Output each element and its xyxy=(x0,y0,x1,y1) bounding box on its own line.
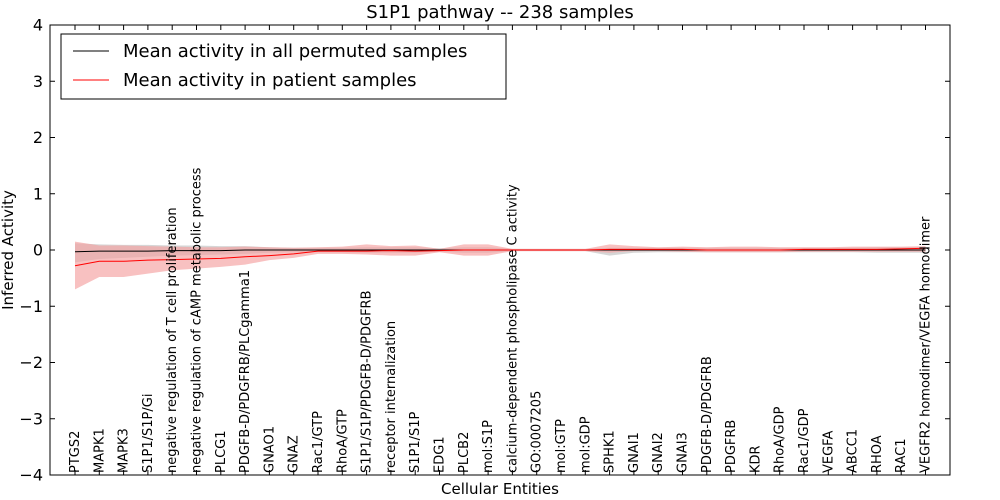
xtick-label: PDGFB-D/PDGFRB/PLCgamma1 xyxy=(238,270,253,473)
ytick-label: 1 xyxy=(33,184,43,203)
xtick-label: RhoA/GTP xyxy=(335,409,350,473)
xtick-label: calcium-dependent phospholipase C activi… xyxy=(505,184,520,473)
ytick-label: 3 xyxy=(33,72,43,91)
xtick-label: EDG1 xyxy=(433,436,448,473)
legend-box xyxy=(60,33,507,100)
confidence-bands xyxy=(75,241,926,290)
xtick-label: SPHK1 xyxy=(603,430,618,473)
line-patient xyxy=(74,247,926,267)
xtick-label: receptor internalization xyxy=(384,321,399,473)
xtick-label: VEGFA xyxy=(821,431,836,473)
xtick-label: Rac1/GDP xyxy=(797,408,812,473)
legend-label-patient: Mean activity in patient samples xyxy=(123,70,417,91)
xtick-label: PTGS2 xyxy=(68,431,83,473)
x-axis-ticks: PTGS2 MAPK1 MAPK3 S1P1/S1P/Gi negative regul… xyxy=(68,25,934,475)
xtick-label: Rac1/GTP xyxy=(311,411,326,473)
xtick-label: PLCG1 xyxy=(214,430,229,473)
legend-label-permuted: Mean activity in all permuted samples xyxy=(123,41,467,62)
xtick-label: GNAO1 xyxy=(262,426,277,473)
xtick-label: PLCB2 xyxy=(457,432,472,473)
xtick-label: mol:S1P xyxy=(481,420,496,473)
xtick-label: MAPK3 xyxy=(117,428,132,473)
chart-title: S1P1 pathway -- 238 samples xyxy=(366,2,634,23)
xtick-label: VEGFR2 homodimer/VEGFA homodimer xyxy=(919,216,934,473)
xtick-label: mol:GDP xyxy=(578,416,593,473)
ytick-label: −1 xyxy=(19,297,43,316)
xtick-label: ABCC1 xyxy=(846,429,861,473)
xtick-label: mol:GTP xyxy=(554,419,569,473)
ytick-label: 4 xyxy=(33,16,43,35)
ytick-label: 0 xyxy=(33,241,43,260)
legend: Mean activity in all permuted samples Me… xyxy=(60,33,507,100)
xtick-label: GNAZ xyxy=(287,435,302,473)
xtick-label: PDGFB-D/PDGFRB xyxy=(700,356,715,473)
xtick-label: S1P1/S1P/PDGFB-D/PDGFRB xyxy=(360,290,375,473)
y-axis-label: Inferred Activity xyxy=(0,190,17,310)
xtick-label: S1P1/S1P xyxy=(408,411,423,473)
xtick-label: GNAI2 xyxy=(651,432,666,473)
series-lines xyxy=(74,247,926,267)
xtick-label: negative regulation of T cell proliferat… xyxy=(165,207,180,473)
ytick-label: −4 xyxy=(19,466,43,485)
xtick-label: negative regulation of cAMP metabolic pr… xyxy=(190,167,205,473)
xtick-label: GO:0007205 xyxy=(530,391,545,473)
xtick-label: GNAI3 xyxy=(676,432,691,473)
xtick-label: S1P1/S1P/Gi xyxy=(141,394,156,473)
ytick-label: 2 xyxy=(33,128,43,147)
xtick-label: MAPK1 xyxy=(92,428,107,473)
ytick-label: −3 xyxy=(19,409,43,428)
xtick-label: RhoA/GDP xyxy=(773,406,788,473)
xtick-label: KDR xyxy=(748,445,763,473)
y-axis-ticks: −4 −3 −2 −1 0 1 2 3 4 xyxy=(19,16,950,485)
xtick-label: GNAI1 xyxy=(627,432,642,473)
band-patient xyxy=(75,241,926,290)
x-axis-label: Cellular Entities xyxy=(441,480,559,498)
xtick-label: RAC1 xyxy=(894,438,909,473)
xtick-label: PDGFRB xyxy=(724,420,739,473)
xtick-label: RHOA xyxy=(870,435,885,473)
ytick-label: −2 xyxy=(19,353,43,372)
